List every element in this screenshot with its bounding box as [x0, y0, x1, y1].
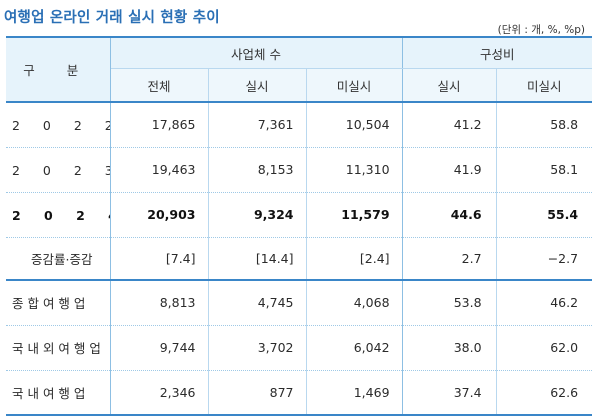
cell-total: 19,463: [110, 147, 209, 193]
row-label: 국 내 외 여 행 업: [6, 325, 111, 371]
header-ratio-done: 실시: [402, 68, 497, 102]
cell-total: 2,346: [110, 370, 209, 416]
cell-ratio-done: 41.9: [402, 147, 497, 193]
cell-ratio-not-done: 62.6: [496, 370, 593, 416]
row-label: 2 0 2 2 년: [6, 102, 111, 148]
header-group-ratio: 구성비: [402, 37, 593, 69]
cell-ratio-not-done: 58.8: [496, 102, 593, 148]
online-transaction-table: 구 분 사업체 수 구성비 전체 실시 미실시 실시 미실시 2 0 2 2 년…: [6, 36, 593, 416]
cell-ratio-not-done: −2.7: [496, 237, 593, 281]
cell-done: [14.4]: [208, 237, 307, 281]
row-label: 2 0 2 3 년: [6, 147, 111, 193]
table-row: 국 내 여 행 업 2,346 877 1,469 37.4 62.6: [6, 370, 593, 416]
table-row: 국 내 외 여 행 업 9,744 3,702 6,042 38.0 62.0: [6, 325, 593, 371]
cell-done: 3,702: [208, 325, 307, 371]
header-total: 전체: [110, 68, 209, 102]
cell-not-done: [2.4]: [306, 237, 403, 281]
header-ratio-not-done: 미실시: [496, 68, 593, 102]
header-not-done: 미실시: [306, 68, 403, 102]
row-label: 2 0 2 4 년: [6, 192, 111, 238]
table-row: 2 0 2 4 년 20,903 9,324 11,579 44.6 55.4: [6, 192, 593, 238]
page-title: 여행업 온라인 거래 실시 현황 추이: [4, 10, 220, 26]
cell-total: [7.4]: [110, 237, 209, 281]
cell-ratio-not-done: 62.0: [496, 325, 593, 371]
table-row: 종 합 여 행 업 8,813 4,745 4,068 53.8 46.2: [6, 280, 593, 326]
table-row: 2 0 2 2 년 17,865 7,361 10,504 41.2 58.8: [6, 102, 593, 148]
header-group-business: 사업체 수: [110, 37, 403, 69]
cell-ratio-done: 44.6: [402, 192, 497, 238]
cell-done: 4,745: [208, 280, 307, 326]
unit-note: (단위 : 개, %, %p): [497, 24, 585, 36]
cell-total: 17,865: [110, 102, 209, 148]
cell-ratio-not-done: 46.2: [496, 280, 593, 326]
cell-ratio-done: 37.4: [402, 370, 497, 416]
cell-ratio-not-done: 55.4: [496, 192, 593, 238]
table-row: 증감률·증감 [7.4] [14.4] [2.4] 2.7 −2.7: [6, 237, 593, 281]
header-done: 실시: [208, 68, 307, 102]
cell-done: 877: [208, 370, 307, 416]
cell-total: 8,813: [110, 280, 209, 326]
cell-total: 20,903: [110, 192, 209, 238]
cell-not-done: 4,068: [306, 280, 403, 326]
cell-ratio-done: 53.8: [402, 280, 497, 326]
cell-done: 7,361: [208, 102, 307, 148]
cell-not-done: 6,042: [306, 325, 403, 371]
cell-ratio-not-done: 58.1: [496, 147, 593, 193]
cell-total: 9,744: [110, 325, 209, 371]
cell-not-done: 11,579: [306, 192, 403, 238]
row-label: 증감률·증감: [6, 237, 111, 281]
cell-ratio-done: 38.0: [402, 325, 497, 371]
cell-not-done: 10,504: [306, 102, 403, 148]
cell-done: 9,324: [208, 192, 307, 238]
cell-ratio-done: 41.2: [402, 102, 497, 148]
row-label: 종 합 여 행 업: [6, 280, 111, 326]
cell-not-done: 11,310: [306, 147, 403, 193]
table-row: 2 0 2 3 년 19,463 8,153 11,310 41.9 58.1: [6, 147, 593, 193]
header-category: 구 분: [6, 37, 111, 102]
cell-done: 8,153: [208, 147, 307, 193]
row-label: 국 내 여 행 업: [6, 370, 111, 416]
cell-ratio-done: 2.7: [402, 237, 497, 281]
cell-not-done: 1,469: [306, 370, 403, 416]
